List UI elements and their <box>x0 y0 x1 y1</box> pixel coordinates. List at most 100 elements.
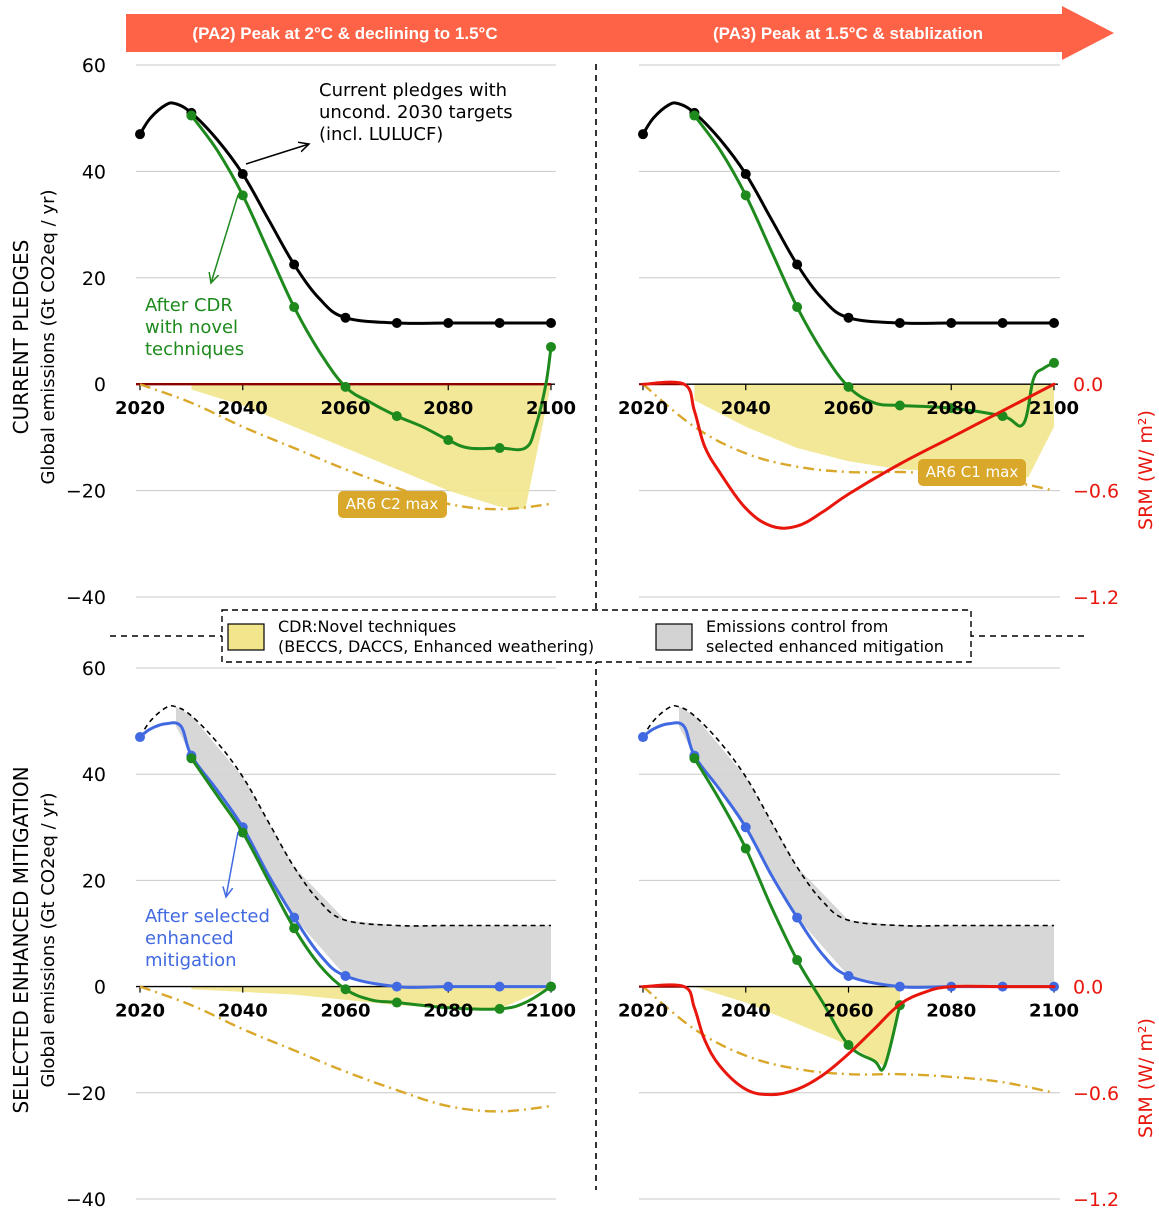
y-tick-label: 20 <box>82 870 106 892</box>
point-current-pledges-with-uncond-2030-targets-incl-lulucf <box>843 312 854 323</box>
point-after-cdr-with-novel-techniques <box>494 1003 505 1014</box>
badge-ar6-c1-label: AR6 C1 max <box>926 463 1019 481</box>
annotation-pledges-arrow <box>245 144 309 165</box>
x-tick-label: 2040 <box>218 1001 268 1022</box>
x-tick-label: 2080 <box>423 1001 473 1022</box>
x-tick-label: 2020 <box>115 1001 165 1022</box>
y-tick-label: 40 <box>82 161 106 183</box>
point-after-cdr-with-novel-techniques <box>689 753 700 764</box>
point-current-pledges-with-uncond-2030-targets-incl-lulucf <box>340 312 351 323</box>
point-after-selected-enhanced-mitigation <box>289 912 300 923</box>
point-current-pledges-with-uncond-2030-targets-incl-lulucf <box>740 169 751 180</box>
legend-swatch-cdr <box>227 623 265 651</box>
panel-current-pledges-pa3 <box>638 64 1060 598</box>
series-line-after-cdr-with-novel-techniques <box>692 756 902 1072</box>
point-after-cdr-with-novel-techniques <box>1049 357 1059 368</box>
badge-ar6-c1 <box>918 459 1026 486</box>
point-after-cdr-with-novel-techniques <box>340 984 351 995</box>
point-after-cdr-with-novel-techniques <box>237 190 248 201</box>
annotation-cdr-arrow <box>211 194 239 283</box>
srm-tick-label: −1.2 <box>1073 1189 1119 1211</box>
x-tick-label: 2040 <box>218 398 268 419</box>
point-current-pledges-with-uncond-2030-targets-incl-lulucf <box>135 129 145 140</box>
srm-tick-label: −0.6 <box>1073 481 1119 503</box>
panel-selected-mitigation-pa2 <box>135 667 556 1200</box>
point-after-cdr-with-novel-techniques <box>391 997 402 1008</box>
y-tick-label: 0 <box>94 374 106 396</box>
area-emissions-control-from-selected-enhanced-mitigation <box>679 706 1054 987</box>
annotation-pledges-line3: (incl. LULUCF) <box>319 124 443 145</box>
x-tick-label: 2100 <box>1029 398 1079 419</box>
srm-axis-label-bottom: SRM (W/ m²) <box>1135 1018 1157 1138</box>
x-tick-label: 2020 <box>115 398 165 419</box>
legend-control-line2: selected enhanced mitigation <box>706 637 944 656</box>
series-line-ar6-c1-max <box>642 383 1055 492</box>
x-tick-label: 2100 <box>1029 1001 1079 1022</box>
point-after-cdr-with-novel-techniques <box>740 190 751 201</box>
x-tick-label: 2080 <box>926 1001 976 1022</box>
row-label-current-pledges: CURRENT PLEDGES <box>9 240 33 435</box>
panel-selected-mitigation-pa3 <box>638 667 1060 1200</box>
row-label-bottom-ylabel: Global emissions (Gt CO2eq / yr) <box>38 792 59 1087</box>
srm-tick-label: −0.6 <box>1073 1083 1119 1105</box>
point-after-selected-enhanced-mitigation <box>340 970 351 981</box>
x-tick-label: 2100 <box>526 1001 576 1022</box>
point-after-cdr-with-novel-techniques <box>792 302 803 313</box>
annotation-cdr-line1: After CDR <box>145 295 233 316</box>
legend-control-line1: Emissions control from <box>706 617 888 636</box>
series-line-ar6-c2-max <box>139 383 552 511</box>
y-tick-label: −40 <box>66 1189 106 1211</box>
x-tick-label: 2080 <box>926 398 976 419</box>
point-after-cdr-with-novel-techniques <box>740 843 751 854</box>
srm-tick-label: −1.2 <box>1073 587 1119 609</box>
point-after-cdr-with-novel-techniques <box>237 827 248 838</box>
series-line-after-selected-enhanced-mitigation <box>138 721 553 989</box>
y-tick-label: 60 <box>82 658 106 680</box>
x-tick-label: 2100 <box>526 398 576 419</box>
series-line-ar6-c2-max <box>139 985 552 1113</box>
y-tick-label: 20 <box>82 268 106 290</box>
point-after-cdr-with-novel-techniques <box>546 341 556 352</box>
series-line-after-selected-enhanced-mitigation <box>641 721 1056 989</box>
point-after-selected-enhanced-mitigation <box>443 981 454 992</box>
y-tick-label: −40 <box>66 587 106 609</box>
point-after-cdr-with-novel-techniques <box>843 1040 854 1051</box>
y-tick-label: −20 <box>66 1083 106 1105</box>
annotation-mit-line3: mitigation <box>145 950 237 971</box>
point-current-pledges-with-uncond-2030-targets-incl-lulucf <box>638 129 648 140</box>
series-line-srm <box>641 983 1056 1097</box>
point-after-cdr-with-novel-techniques <box>689 110 700 121</box>
point-after-selected-enhanced-mitigation <box>792 912 803 923</box>
annotation-cdr-line2: with novel <box>145 317 238 338</box>
point-current-pledges-with-uncond-2030-targets-incl-lulucf <box>946 318 957 329</box>
series-line-current-pledges-with-uncond-2030-targets-incl-lulucf <box>641 101 1056 325</box>
point-current-pledges-with-uncond-2030-targets-incl-lulucf <box>237 169 248 180</box>
point-after-cdr-with-novel-techniques <box>289 923 300 934</box>
x-tick-label: 2060 <box>823 398 873 419</box>
header-right-title: (PA3) Peak at 1.5°C & stablization <box>713 24 983 43</box>
legend-swatch-control <box>655 623 693 651</box>
series-line-current-pledges <box>642 704 1054 927</box>
x-tick-label: 2020 <box>618 1001 668 1022</box>
point-after-cdr-with-novel-techniques <box>546 981 556 992</box>
annotation-pledges-line2: uncond. 2030 targets <box>319 102 513 123</box>
point-after-selected-enhanced-mitigation <box>391 981 402 992</box>
panel-current-pledges-pa2 <box>135 64 556 598</box>
point-after-selected-enhanced-mitigation <box>843 970 854 981</box>
badge-ar6-c2 <box>338 491 447 518</box>
point-after-cdr-with-novel-techniques <box>494 443 505 454</box>
series-line-after-cdr-with-novel-techniques <box>692 114 1056 428</box>
point-current-pledges-with-uncond-2030-targets-incl-lulucf <box>289 259 300 270</box>
point-after-cdr-with-novel-techniques <box>186 753 197 764</box>
x-tick-label: 2020 <box>618 398 668 419</box>
legend-cdr-line1: CDR:Novel techniques <box>278 617 456 636</box>
x-tick-label: 2060 <box>320 398 370 419</box>
annotation-mit-arrow <box>226 831 239 897</box>
y-tick-label: −20 <box>66 481 106 503</box>
row-label-top-ylabel: Global emissions (Gt CO2eq / yr) <box>38 189 59 484</box>
legend-cdr-line2: (BECCS, DACCS, Enhanced weathering) <box>278 637 594 656</box>
point-after-selected-enhanced-mitigation <box>894 981 905 992</box>
area-cdr-novel-techniques <box>694 384 1054 478</box>
point-after-cdr-with-novel-techniques <box>391 411 402 422</box>
